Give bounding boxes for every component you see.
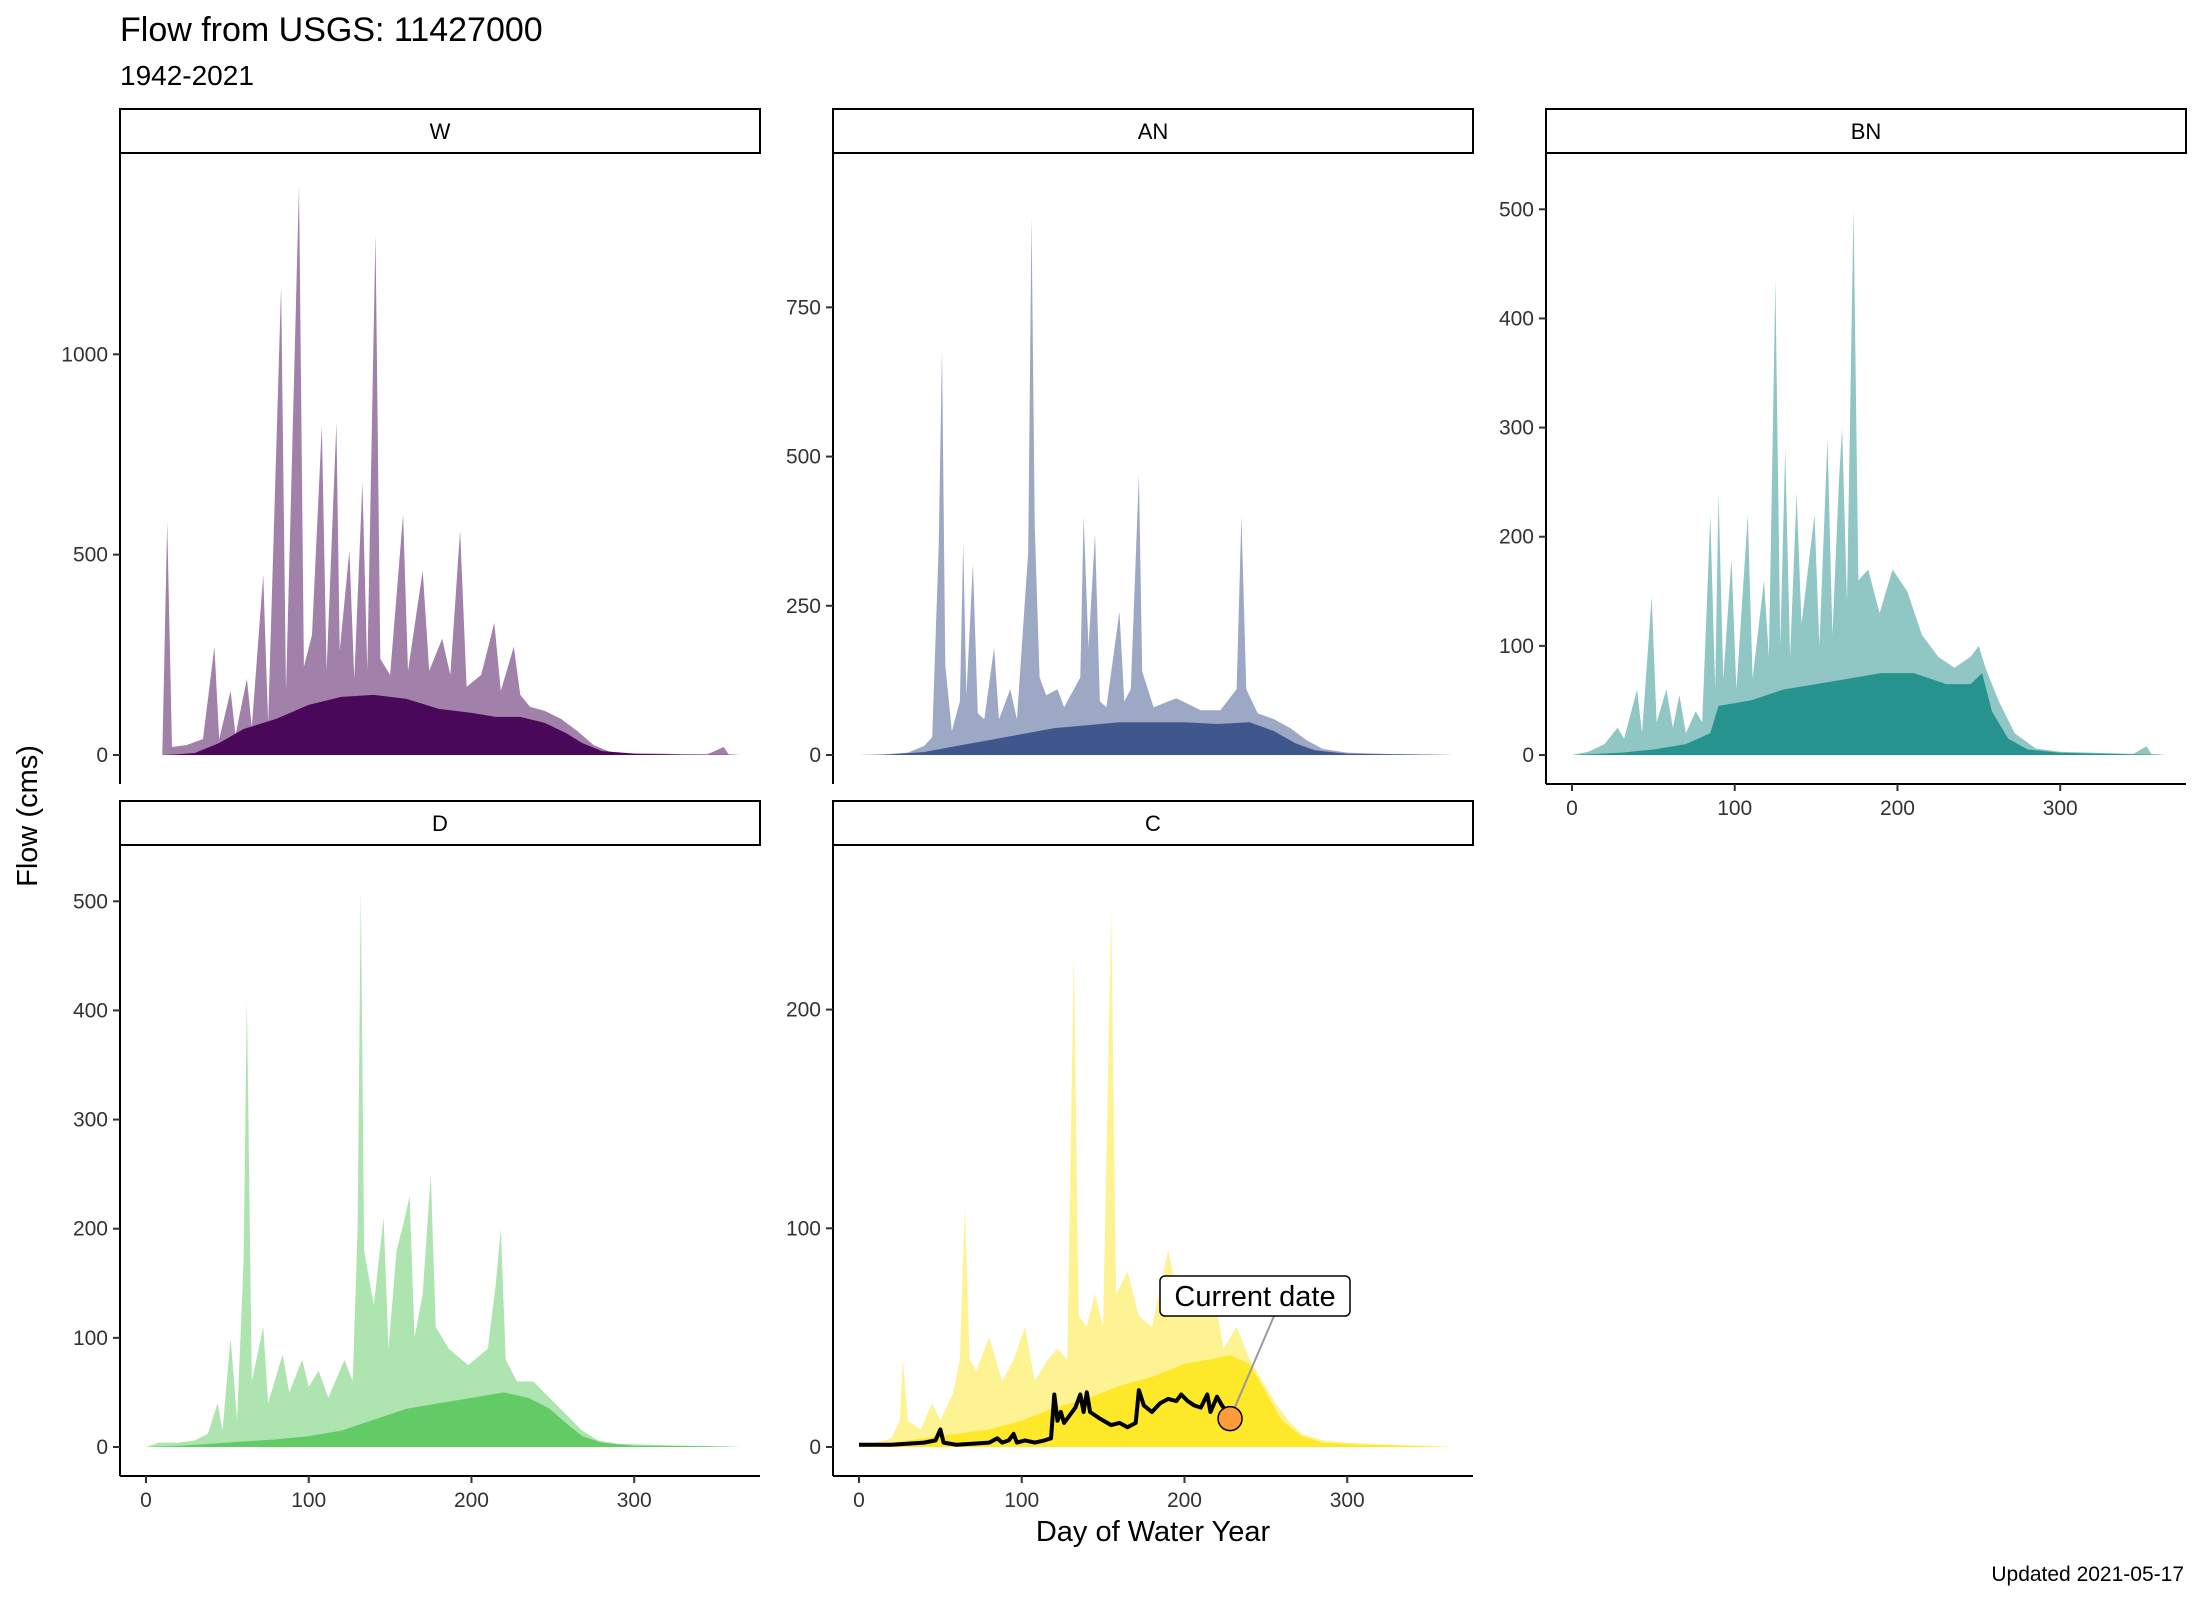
x-tick-label-bn: 300 (2043, 797, 2078, 820)
y-tick-label-d: 400 (73, 999, 108, 1022)
y-tick-label-an: 750 (786, 296, 821, 319)
strip-label-d: D (432, 811, 448, 836)
callout-leader (1229, 1315, 1275, 1419)
y-axis-title: Flow (cms) (12, 745, 44, 887)
strip-label-bn: BN (1851, 119, 1882, 144)
y-tick-label-d: 0 (96, 1436, 108, 1459)
facet-panels: W05001000AN0250500750BN01002003004005000… (61, 108, 2187, 1512)
facet-d: D 0 100 200 300 400 500 0 100 200 300 (73, 800, 761, 1512)
y-tick-label-bn: 500 (1499, 198, 1534, 221)
y-tick-label-d: 100 (73, 1327, 108, 1350)
x-tick-label-c: 0 (853, 1489, 865, 1512)
facet-an: AN 0 250 500 750 (786, 108, 1474, 784)
x-tick-label-bn: 100 (1717, 797, 1752, 820)
caption-updated: Updated 2021-05-17 (1991, 1563, 2184, 1586)
x-tick-label-d: 0 (140, 1489, 152, 1512)
callout-box (1159, 1275, 1351, 1317)
strip-label-c: C (1145, 811, 1161, 836)
y-tick-label-c: 0 (809, 1436, 821, 1459)
y-tick-label-w: 0 (96, 744, 108, 767)
chart-subtitle: 1942-2021 (120, 60, 254, 91)
facet-c: C 0 100 200 0 100 200 300 Current date (786, 800, 1474, 1512)
flow-envelope-w (146, 186, 740, 755)
callout-label: Current date (1174, 1281, 1335, 1313)
x-tick-label-bn: 0 (1566, 797, 1578, 820)
y-tick-label-bn: 200 (1499, 526, 1534, 549)
flow-typical-bn (1572, 673, 2166, 755)
facet-w: W 0 500 1000 (61, 108, 761, 784)
flow-envelope-d (146, 890, 740, 1447)
y-tick-label-an: 0 (809, 744, 821, 767)
flow-envelope-an (859, 217, 1453, 756)
chart-title: Flow from USGS: 11427000 (120, 11, 543, 49)
y-tick-label-d: 200 (73, 1218, 108, 1241)
strip-label-an: AN (1138, 119, 1169, 144)
x-tick-label-c: 200 (1167, 1489, 1202, 1512)
y-tick-label-w: 1000 (61, 343, 108, 366)
strip-an (832, 108, 1474, 154)
y-tick-label-an: 250 (786, 595, 821, 618)
x-tick-label-bn: 200 (1880, 797, 1915, 820)
current-year-line (859, 1388, 1232, 1447)
x-tick-label-c: 100 (1004, 1489, 1039, 1512)
facet-bn: BN 0 100 200 300 400 500 0 100 200 300 (1499, 108, 2187, 820)
y-tick-label-d: 500 (73, 890, 108, 913)
y-tick-label-c: 200 (786, 999, 821, 1022)
strip-c (832, 800, 1474, 846)
flow-typical-an (859, 722, 1453, 755)
strip-bn (1545, 108, 2187, 154)
y-tick-label-bn: 400 (1499, 307, 1534, 330)
flow-envelope-bn (1572, 209, 2166, 756)
y-tick-label-w: 500 (73, 544, 108, 567)
x-tick-label-d: 100 (291, 1489, 326, 1512)
strip-w (119, 108, 761, 154)
strip-d (119, 800, 761, 846)
y-tick-label-c: 100 (786, 1217, 821, 1240)
x-tick-label-c: 300 (1330, 1489, 1365, 1512)
strip-label-w: W (430, 119, 451, 144)
y-tick-label-bn: 100 (1499, 635, 1534, 658)
y-tick-label-d: 300 (73, 1109, 108, 1132)
flow-typical-w (146, 694, 740, 755)
flow-envelope-c (859, 911, 1453, 1447)
y-tick-label-bn: 0 (1522, 744, 1534, 767)
x-axis-title: Day of Water Year (1036, 1516, 1271, 1548)
flow-typical-c (859, 1355, 1453, 1447)
y-tick-label-an: 500 (786, 446, 821, 469)
y-tick-label-bn: 300 (1499, 417, 1534, 440)
x-tick-label-d: 200 (454, 1489, 489, 1512)
flow-typical-d (146, 1392, 740, 1447)
current-date-point (1217, 1405, 1243, 1432)
x-tick-label-d: 300 (617, 1489, 652, 1512)
